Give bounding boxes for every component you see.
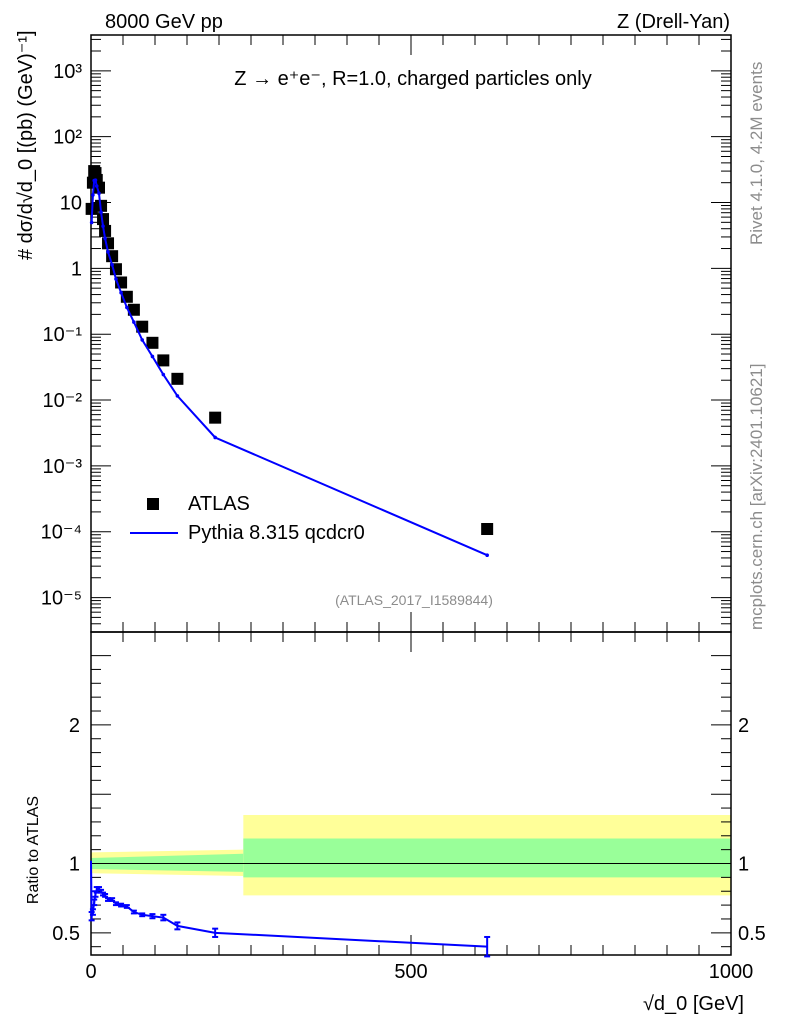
mc-point — [94, 184, 99, 188]
mc-point — [93, 178, 98, 182]
mc-point — [119, 290, 123, 295]
y-axis-label: # dσ/d√d_0 [(pb) (GeV)⁻¹] — [15, 30, 37, 260]
mc-point — [106, 250, 110, 254]
mc-point — [97, 191, 101, 196]
mc-point — [89, 220, 94, 225]
data-point — [146, 336, 159, 349]
mc-point — [103, 236, 107, 241]
data-point — [481, 523, 494, 536]
x-tick-label: 500 — [394, 961, 427, 983]
rivet-label: Rivet 4.1.0, 4.2M events — [747, 62, 766, 245]
legend-mc-label: Pythia 8.315 qcdcr0 — [188, 522, 365, 544]
ratio-tick-label-right: 2 — [738, 715, 749, 737]
y-tick-label: 10 — [60, 193, 82, 215]
ratio-tick-label-right: 1 — [738, 854, 749, 876]
data-point — [157, 354, 170, 367]
ratio-tick-label: 1 — [69, 854, 80, 876]
mc-point — [485, 553, 489, 558]
y-tick-label: 1 — [71, 258, 82, 280]
ratio-frame — [90, 631, 732, 956]
mc-point — [175, 394, 180, 398]
legend-data-marker — [147, 498, 159, 510]
mc-point — [140, 338, 144, 342]
ratio-band-inner — [243, 838, 731, 878]
header-right: Z (Drell-Yan) — [617, 11, 730, 33]
y-tick-label: 10⁻¹ — [43, 324, 83, 346]
mc-point — [125, 305, 129, 310]
ratio-band-inner — [91, 853, 244, 872]
mcplots-label: mcplots.cern.ch [arXiv:2401.10621] — [747, 364, 766, 630]
y-tick-label: 10⁻⁴ — [41, 522, 82, 544]
mc-point — [99, 210, 103, 215]
mc-point — [132, 320, 136, 324]
header-left: 8000 GeV pp — [105, 11, 223, 33]
y-tick-label: 10² — [53, 127, 82, 149]
data-point — [209, 411, 222, 424]
ratio-line — [90, 860, 488, 948]
x-axis-label: √d_0 [GeV] — [643, 993, 744, 1015]
mc-point — [110, 263, 114, 267]
mc-point — [101, 224, 105, 228]
y-tick-label: 10³ — [53, 61, 82, 83]
x-tick-label: 0 — [85, 961, 96, 983]
data-point — [127, 303, 140, 316]
chart-title: Z → e⁺e⁻, R=1.0, charged particles only — [234, 68, 591, 90]
y-tick-label: 10⁻² — [43, 390, 83, 412]
ratio-tick-label: 2 — [69, 715, 80, 737]
data-point — [171, 372, 184, 385]
mc-point — [161, 372, 166, 377]
mc-point — [91, 193, 95, 197]
mc-point — [150, 354, 155, 359]
mc-point — [114, 277, 118, 281]
ratio-y-label: Ratio to ATLAS — [25, 796, 42, 904]
data-point — [136, 320, 149, 333]
ratio-tick-label-right: 0.5 — [738, 923, 766, 945]
ratio-tick-label: 0.5 — [52, 923, 80, 945]
x-tick-label: 1000 — [709, 961, 754, 983]
legend: ATLAS Pythia 8.315 qcdcr0 — [130, 493, 365, 544]
legend-data-label: ATLAS — [188, 493, 250, 515]
data-point — [99, 224, 112, 237]
mc-point — [213, 435, 217, 440]
y-tick-label: 10⁻³ — [43, 456, 83, 478]
y-tick-label: 10⁻⁵ — [41, 588, 82, 610]
analysis-id: (ATLAS_2017_I1589844) — [335, 592, 493, 608]
main-frame — [90, 34, 732, 633]
